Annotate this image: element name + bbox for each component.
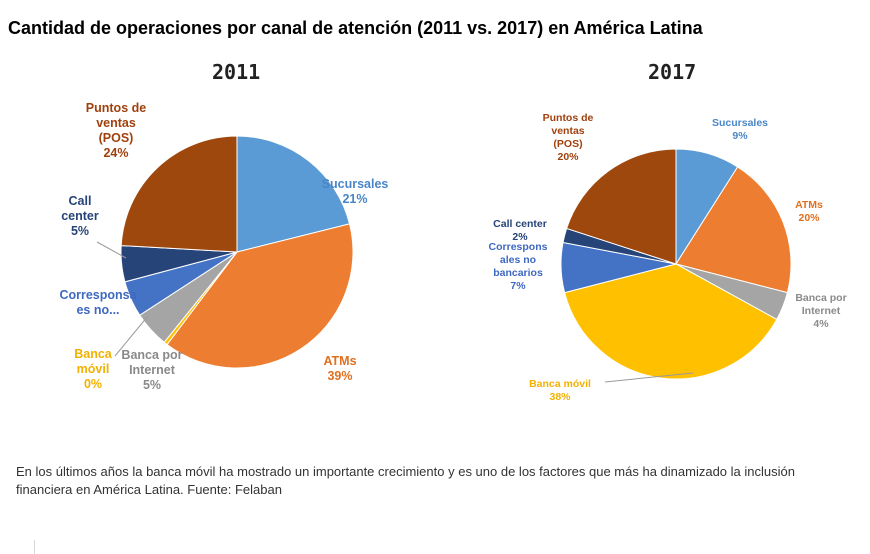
pie-slice-puntos-de-ventas-pos bbox=[565, 148, 677, 265]
data-label-corresponsales: Correspons ales no bancarios 7% bbox=[489, 241, 548, 292]
pie-chart-2017: Sucursales 9% ATMs 20% Banca por Internet 4% Ba… bbox=[489, 112, 847, 403]
data-label-banca-internet: Banca por Internet 4% bbox=[795, 292, 846, 330]
data-label-call-center: Call center 5% bbox=[61, 194, 99, 238]
data-label-sucursales: Sucursales 9% bbox=[712, 117, 768, 142]
page-title: Cantidad de operaciones por canal de ate… bbox=[8, 18, 703, 38]
data-label-corresponsales: Corresponsa es no... bbox=[59, 288, 137, 317]
data-label-pos: Puntos de ventas (POS) 20% bbox=[543, 112, 594, 163]
pie-slice-atms bbox=[675, 166, 792, 294]
pie-slice-atms bbox=[166, 223, 354, 369]
pie-slice-banca-movil bbox=[564, 263, 778, 380]
leader-line-banca-por-internet bbox=[114, 315, 149, 357]
data-label-sucursales: Sucursales 21% bbox=[322, 177, 389, 206]
chart-caption: En los últimos años la banca móvil ha mo… bbox=[16, 464, 795, 497]
data-label-banca-movil: Banca móvil 38% bbox=[529, 378, 591, 403]
data-label-atms: ATMs 39% bbox=[323, 354, 356, 383]
pie-slices-2011 bbox=[120, 135, 354, 369]
chart-2011-title: 2011 bbox=[212, 60, 261, 84]
leader-line-banca-movil bbox=[604, 372, 694, 383]
pie-slices-2017 bbox=[560, 148, 792, 380]
pie-slice-sucursales bbox=[236, 135, 351, 253]
data-label-banca-internet: Banca por Internet 5% bbox=[121, 348, 182, 392]
pie-chart-2011: Sucursales 21% ATMs 39% Banca móvil 0%Banca po… bbox=[59, 101, 389, 392]
leader-line-call-center bbox=[96, 241, 127, 259]
chart-2017-title: 2017 bbox=[648, 60, 697, 84]
pie-slice-puntos-de-ventas-pos bbox=[120, 135, 238, 253]
data-label-banca-movil: Banca móvil 0% bbox=[74, 347, 113, 391]
data-label-pos: Puntos de ventas (POS) 24% bbox=[86, 101, 146, 160]
divider bbox=[34, 540, 35, 554]
data-label-atms: ATMs 20% bbox=[795, 199, 823, 224]
data-label-call-center: Call center 2% bbox=[493, 218, 547, 243]
